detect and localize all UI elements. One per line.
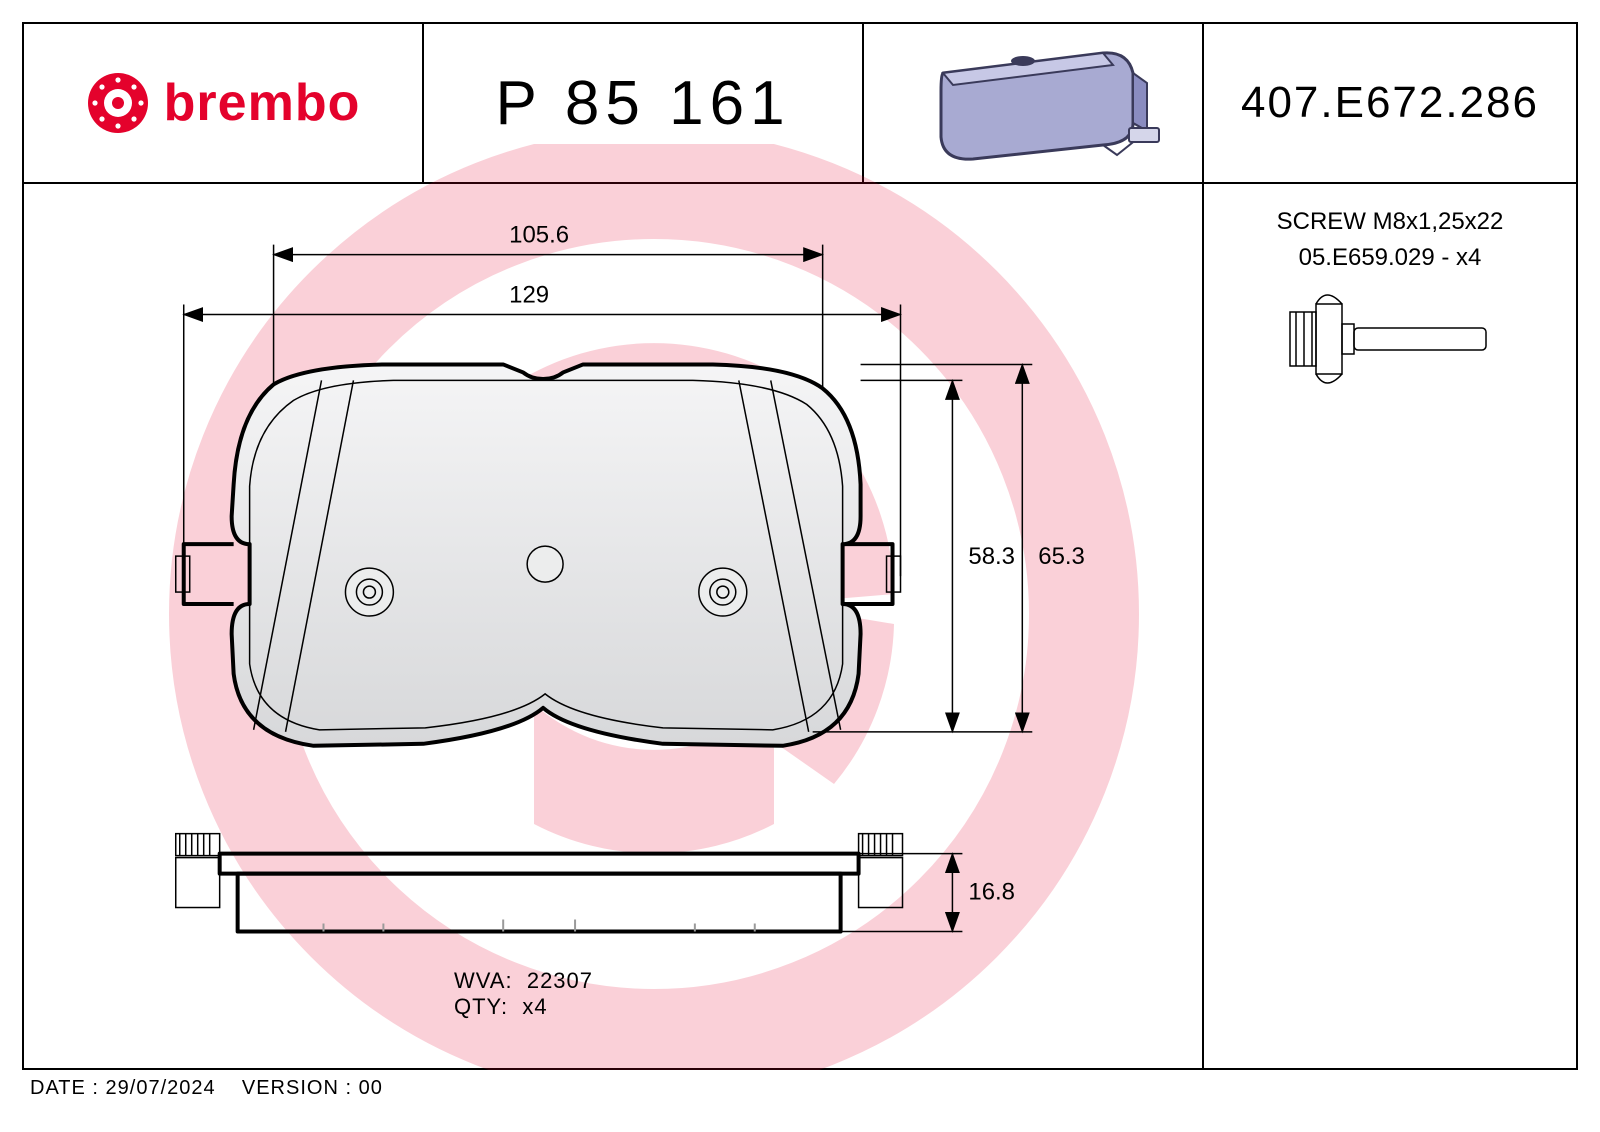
brembo-logo: brembo <box>86 71 361 135</box>
dim-width-outer: 129 <box>509 282 549 309</box>
iso-view-cell <box>864 24 1204 182</box>
reference-number: 407.E672.286 <box>1241 78 1539 128</box>
version-value: 00 <box>359 1077 383 1099</box>
dim-thickness: 16.8 <box>968 879 1015 906</box>
footer-line: DATE : 29/07/2024 VERSION : 00 <box>30 1077 383 1100</box>
dim-width-inner: 105.6 <box>509 222 569 249</box>
dim-height-inner: 58.3 <box>968 543 1015 570</box>
wva-label: WVA: <box>454 968 513 993</box>
reference-cell: 407.E672.286 <box>1204 24 1576 182</box>
part-number: P 85 161 <box>495 68 790 139</box>
part-number-cell: P 85 161 <box>424 24 864 182</box>
brembo-disc-icon <box>86 71 150 135</box>
qty-value: x4 <box>522 994 547 1019</box>
accessory-column: SCREW M8x1,25x22 05.E659.029 - x4 <box>1202 184 1576 1070</box>
screw-icon <box>1280 284 1500 394</box>
title-block: brembo P 85 161 407.E672.286 <box>24 24 1576 184</box>
drawing-frame: brembo P 85 161 407.E672.286 <box>22 22 1578 1070</box>
iso-pad-icon <box>903 33 1163 173</box>
wva-value: 22307 <box>527 968 593 993</box>
drawing-body: 129 105.6 58.3 65.3 <box>24 184 1576 1070</box>
dim-height-outer: 65.3 <box>1038 543 1085 570</box>
screw-spec: SCREW M8x1,25x22 <box>1204 204 1576 240</box>
orthographic-views: 129 105.6 58.3 65.3 <box>24 184 1202 1070</box>
qty-label: QTY: <box>454 994 508 1019</box>
version-label: VERSION : <box>242 1077 352 1099</box>
date-label: DATE : <box>30 1077 99 1099</box>
screw-spec-block: SCREW M8x1,25x22 05.E659.029 - x4 <box>1204 204 1576 276</box>
date-value: 29/07/2024 <box>106 1077 216 1099</box>
main-drawing-area: 129 105.6 58.3 65.3 <box>24 184 1202 1070</box>
logo-cell: brembo <box>24 24 424 182</box>
screw-ref: 05.E659.029 - x4 <box>1204 240 1576 276</box>
brand-name: brembo <box>164 73 361 133</box>
meta-block: WVA: 22307 QTY: x4 <box>454 968 593 1020</box>
